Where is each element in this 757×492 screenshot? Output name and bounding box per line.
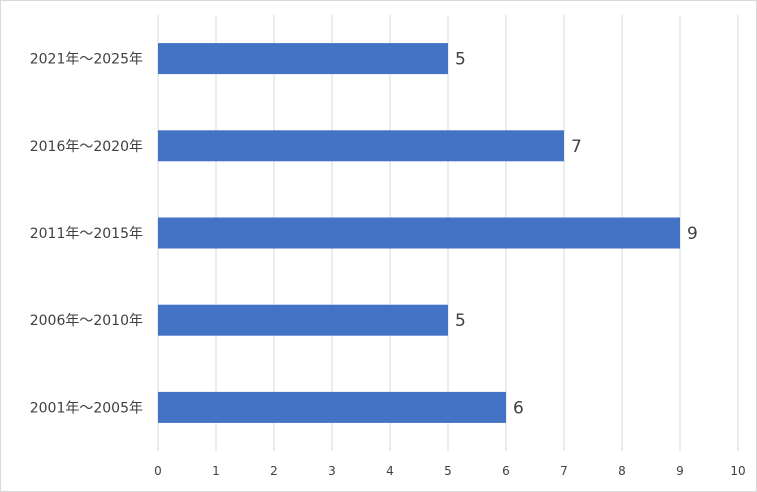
x-tick-label: 9 (676, 464, 684, 478)
bar (158, 43, 448, 75)
category-label: 2006年～2010年 (30, 313, 143, 329)
bar (158, 130, 564, 162)
bar (158, 217, 680, 249)
data-label: 7 (571, 137, 582, 157)
bar (158, 304, 448, 336)
x-tick-label: 7 (560, 464, 568, 478)
category-label: 2021年～2025年 (30, 52, 143, 68)
x-tick-label: 3 (328, 464, 336, 478)
x-tick-label: 6 (502, 464, 510, 478)
x-tick-label: 0 (154, 464, 162, 478)
x-tick-label: 8 (618, 464, 626, 478)
bar (158, 391, 506, 423)
x-tick-label: 2 (270, 464, 278, 478)
data-label: 6 (513, 398, 524, 418)
data-labels: 6 5 9 7 5 (455, 50, 698, 419)
data-label: 5 (455, 311, 466, 331)
category-label: 2016年～2020年 (30, 139, 143, 155)
x-tick-label: 5 (444, 464, 452, 478)
x-tick-label: 4 (386, 464, 394, 478)
x-tick-label: 1 (212, 464, 220, 478)
data-label: 5 (455, 50, 466, 70)
data-label: 9 (687, 224, 698, 244)
category-label: 2001年～2005年 (30, 400, 143, 416)
x-tick-labels: 0 1 2 3 4 5 6 7 8 9 10 (154, 464, 745, 478)
x-tick-label: 10 (730, 464, 745, 478)
category-label: 2011年～2015年 (30, 226, 143, 242)
category-labels: 2001年～2005年 2006年～2010年 2011年～2015年 2016年～2… (30, 52, 143, 417)
bars (158, 43, 680, 423)
